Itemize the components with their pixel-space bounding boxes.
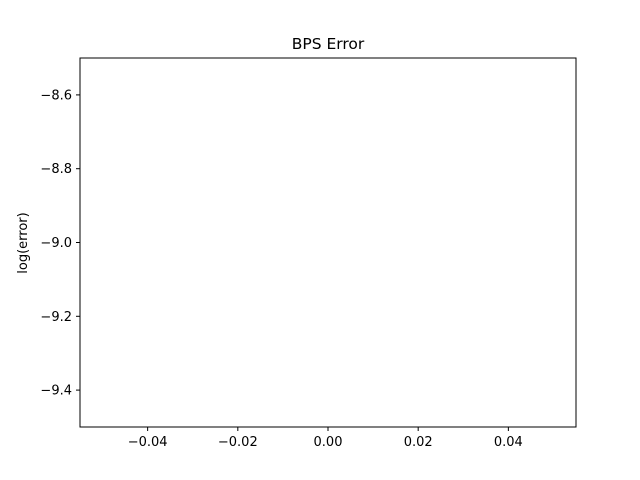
x-tick-label: 0.04 <box>494 435 523 450</box>
x-tick-label: −0.02 <box>218 435 258 450</box>
y-tick-label: −8.8 <box>40 162 72 177</box>
y-tick-label: −9.0 <box>40 236 72 251</box>
x-tick-label: −0.04 <box>128 435 168 450</box>
y-tick-label: −9.4 <box>40 384 72 399</box>
y-tick-label: −8.6 <box>40 88 72 103</box>
x-tick-label: 0.02 <box>404 435 433 450</box>
y-tick-label: −9.2 <box>40 310 72 325</box>
y-axis-ticks: −8.6 −8.8 −9.0 −9.2 −9.4 <box>40 88 80 399</box>
plot-frame <box>79 57 577 428</box>
x-tick-label: 0.00 <box>314 435 343 450</box>
x-axis-ticks: −0.04 −0.02 0.00 0.02 0.04 <box>128 427 523 450</box>
chart-title: BPS Error <box>292 35 365 53</box>
y-axis-label: log(error) <box>16 212 31 273</box>
